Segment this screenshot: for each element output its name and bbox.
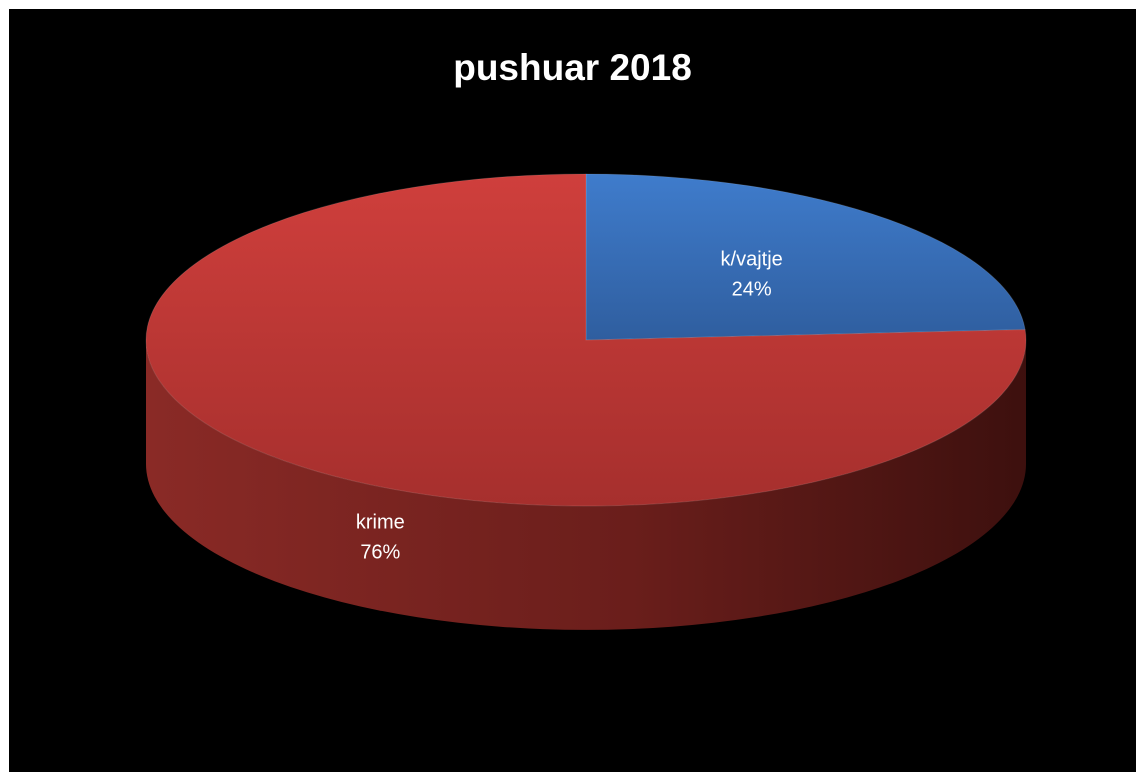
slice-label-krime: krime 76% [356, 512, 405, 564]
pie-slice-krime [145, 173, 1027, 507]
chart-title: pushuar 2018 [453, 47, 692, 88]
slice-label-k-vajtje: k/vajtje 24% [721, 248, 783, 300]
slice-category-label: krime [356, 512, 405, 534]
pie-chart: k/vajtje 24% krime 76% [145, 173, 1027, 630]
slice-category-label: k/vajtje [721, 248, 783, 270]
chart-area: pushuar 2018 k/vajtje 24% krime 76% [9, 9, 1136, 772]
slice-percent-label: 24% [732, 278, 772, 300]
slice-percent-label: 76% [360, 542, 400, 564]
pie-slice-k-vajtje [585, 173, 1026, 341]
pie-side-wall [146, 340, 1026, 630]
